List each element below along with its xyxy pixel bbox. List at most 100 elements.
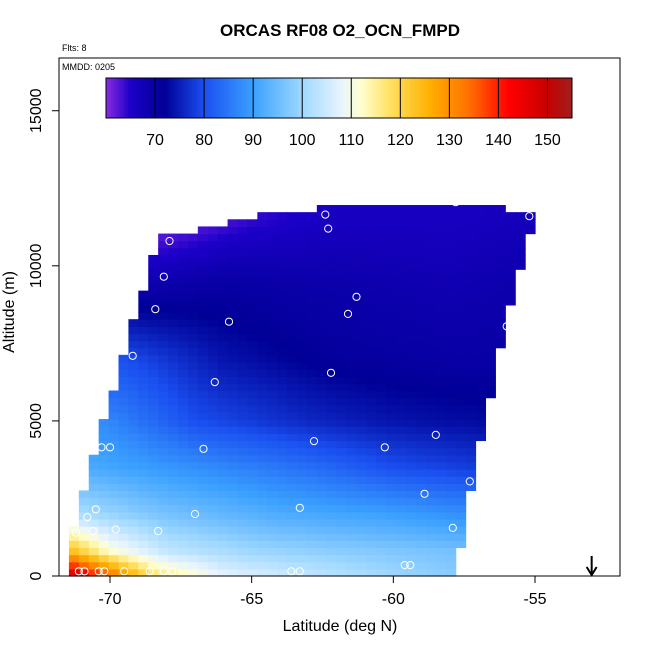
heatmap-cell	[237, 254, 249, 263]
heatmap-cell	[247, 390, 258, 399]
heatmap-cell	[366, 476, 377, 484]
heatmap-cell	[178, 440, 189, 449]
heatmap-cell	[356, 333, 368, 342]
heatmap-cell	[197, 511, 209, 520]
heatmap-cell	[237, 297, 249, 306]
heatmap-cell	[366, 254, 377, 263]
colorbar-segment	[449, 78, 453, 118]
heatmap-cell	[406, 283, 417, 292]
heatmap-cell	[257, 390, 268, 399]
heatmap-cell	[227, 476, 239, 484]
heatmap-cell	[406, 226, 417, 235]
heatmap-cell	[197, 568, 209, 577]
heatmap-cell	[416, 461, 427, 470]
heatmap-cell	[118, 533, 130, 541]
heatmap-cell	[267, 461, 278, 470]
heatmap-cell	[346, 383, 358, 392]
colorbar-segment	[351, 78, 355, 118]
sample-point	[400, 561, 409, 570]
sample-point	[448, 523, 457, 533]
heatmap-cell	[168, 290, 179, 299]
heatmap-cell	[257, 497, 268, 506]
heatmap-cell	[455, 312, 467, 320]
heatmap-cell	[257, 554, 268, 563]
heatmap-cell	[366, 518, 377, 527]
heatmap-cell	[158, 304, 169, 313]
heatmap-cell	[187, 447, 199, 456]
heatmap-cell	[416, 383, 427, 392]
heatmap-cell	[445, 497, 457, 506]
heatmap-cell	[227, 497, 239, 506]
heatmap-cell	[178, 319, 189, 327]
sample-point	[83, 513, 92, 522]
heatmap-cell	[287, 518, 298, 527]
sample-point	[468, 517, 477, 526]
heatmap-cell	[247, 476, 258, 484]
heatmap-cell	[336, 454, 348, 463]
y-tick-label: 10000	[28, 243, 45, 288]
heatmap-cell	[98, 483, 110, 491]
heatmap-cell	[455, 369, 467, 377]
colorbar-segment	[265, 78, 269, 118]
heatmap-cell	[445, 354, 457, 363]
heatmap-cell	[465, 376, 477, 384]
heatmap-cell	[237, 319, 249, 327]
heatmap-cell	[485, 333, 496, 342]
heatmap-cell	[138, 504, 149, 513]
heatmap-cell	[406, 447, 417, 456]
colorbar-segment	[292, 78, 296, 118]
heatmap-cell	[435, 240, 447, 249]
heatmap-cell	[435, 319, 447, 327]
heatmap-cell	[435, 404, 447, 413]
heatmap-cell	[475, 333, 487, 342]
heatmap-cell	[416, 447, 427, 456]
heatmap-cell	[356, 518, 368, 527]
heatmap-cell	[118, 526, 130, 534]
heatmap-cell	[396, 533, 407, 541]
heatmap-cell	[217, 319, 229, 327]
heatmap-cell	[287, 383, 298, 392]
colorbar-segment	[540, 78, 544, 118]
colorbar-segment	[363, 78, 367, 118]
heatmap-cell	[247, 497, 258, 506]
heatmap-cell	[267, 290, 278, 299]
heatmap-cell	[237, 461, 249, 470]
heatmap-cell	[257, 269, 268, 277]
heatmap-cell	[475, 383, 487, 392]
heatmap-cell	[138, 476, 149, 484]
heatmap-cell	[386, 447, 397, 456]
heatmap-cell	[396, 212, 407, 220]
heatmap-cell	[297, 304, 308, 313]
heatmap-cell	[356, 447, 368, 456]
heatmap-cell	[108, 411, 120, 420]
heatmap-cell	[455, 526, 467, 534]
heatmap-cell	[118, 468, 130, 477]
heatmap-cell	[356, 290, 368, 299]
heatmap-cell	[416, 347, 427, 356]
heatmap-cell	[168, 511, 179, 520]
heatmap-cell	[187, 476, 199, 484]
colorbar-segment	[221, 78, 225, 118]
heatmap-cell	[316, 561, 328, 570]
heatmap-cell	[366, 340, 377, 349]
heatmap-cell	[168, 433, 179, 442]
colorbar-segment	[559, 78, 563, 118]
heatmap-cell	[306, 461, 318, 470]
heatmap-cell	[297, 483, 308, 491]
heatmap-cell	[237, 290, 249, 299]
heatmap-cell	[247, 226, 258, 235]
sample-point	[465, 477, 474, 486]
heatmap-cell	[465, 304, 477, 313]
heatmap-cell	[386, 326, 397, 335]
y-tick-label: 5000	[28, 403, 45, 439]
heatmap-cell	[237, 262, 249, 270]
heatmap-cell	[406, 504, 417, 513]
heatmap-cell	[455, 233, 467, 242]
heatmap-cell	[356, 433, 368, 442]
heatmap-cell	[237, 426, 249, 434]
heatmap-cell	[306, 483, 318, 491]
heatmap-cell	[187, 490, 199, 499]
heatmap-cell	[277, 483, 288, 491]
heatmap-cell	[197, 262, 209, 270]
heatmap-cell	[306, 447, 318, 456]
